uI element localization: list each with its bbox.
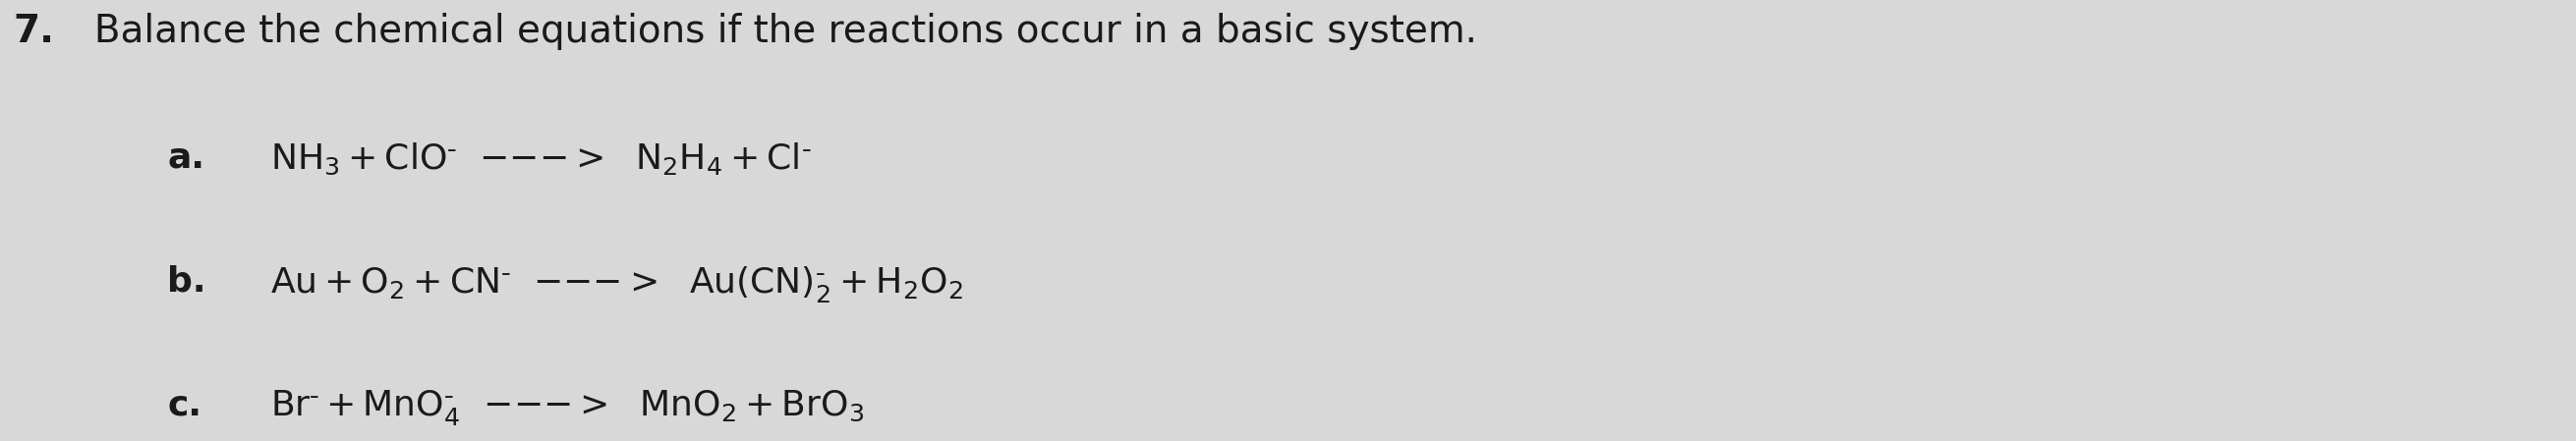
Text: $\mathrm{Au + O_2 + CN^{\bar{\ }} \ \ {-}{-}{-}{>}\ \ Au(CN)_2^{\bar{\ }} + H_2O: $\mathrm{Au + O_2 + CN^{\bar{\ }} \ \ {-…: [270, 265, 963, 305]
Text: c.: c.: [167, 388, 201, 422]
Text: Balance the chemical equations if the reactions occur in a basic system.: Balance the chemical equations if the re…: [70, 13, 1476, 51]
Text: a.: a.: [167, 141, 204, 175]
Text: 7.: 7.: [13, 13, 54, 51]
Text: $\mathrm{Br^{\bar{\ }} + MnO_4^{\bar{\ }} \ \ {-}{-}{-}{>}\ \ MnO_2 + BrO_3}$: $\mathrm{Br^{\bar{\ }} + MnO_4^{\bar{\ }…: [270, 388, 866, 427]
Text: b.: b.: [167, 265, 206, 298]
Text: $\mathrm{NH_3 + ClO^{\bar{\ }} \ \ {-}{-}{-}{>}\ \ N_2H_4 + Cl^{\bar{\ }}}$: $\mathrm{NH_3 + ClO^{\bar{\ }} \ \ {-}{-…: [270, 141, 811, 177]
